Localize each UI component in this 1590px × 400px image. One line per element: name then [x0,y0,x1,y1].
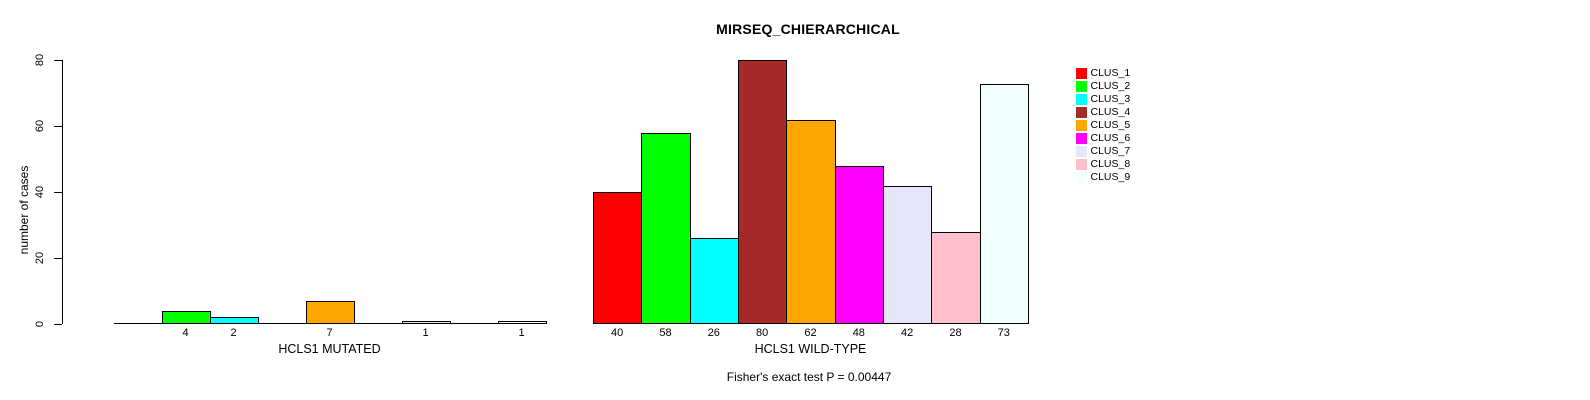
bar-clus-9-hcls1-mutated [497,320,547,324]
y-axis-label: number of cases [17,165,31,255]
y-tick-label: 60 [34,120,46,133]
bar-value-label: 62 [804,327,817,339]
bar-clus-3-hcls1-wild-type [689,238,739,324]
y-tick [54,59,62,61]
bar-value-label: 26 [707,327,720,339]
legend-swatch-clus-7 [1075,145,1087,157]
legend-item-clus-9: CLUS_9 [1075,171,1131,184]
legend-label: CLUS_4 [1090,106,1131,118]
y-tick-label: 40 [34,186,46,199]
y-tick [54,191,62,193]
zero-bar-line-clus-1-hcls1-mutated [113,323,163,324]
bar-clus-2-hcls1-mutated [161,310,211,324]
bar-clus-5-hcls1-wild-type [786,119,836,324]
y-tick-label: 80 [34,54,46,67]
bar-clus-5-hcls1-mutated [305,300,355,324]
legend-label: CLUS_2 [1090,80,1131,92]
bar-clus-7-hcls1-mutated [401,320,451,324]
legend-swatch-clus-9 [1075,171,1087,183]
bar-value-label: 40 [611,327,624,339]
legend-label: CLUS_8 [1090,158,1131,170]
group-label-hcls1-mutated: HCLS1 MUTATED [278,342,381,356]
bar-clus-1-hcls1-wild-type [593,192,643,324]
legend-swatch-clus-5 [1075,119,1087,131]
legend-item-clus-8: CLUS_8 [1075,158,1131,171]
bar-value-label: 42 [901,327,914,339]
bar-clus-9-hcls1-wild-type [979,83,1029,324]
bar-value-label: 58 [659,327,672,339]
zero-bar-line-clus-4-hcls1-mutated [257,323,307,324]
y-tick [54,323,62,325]
legend-item-clus-5: CLUS_5 [1075,119,1131,132]
bar-clus-7-hcls1-wild-type [882,185,933,324]
bar-value-label: 28 [949,327,962,339]
legend-item-clus-3: CLUS_3 [1075,93,1131,106]
legend-swatch-clus-6 [1075,132,1087,144]
legend-label: CLUS_5 [1090,119,1131,131]
legend-item-clus-1: CLUS_1 [1075,67,1131,80]
annotation-text: Fisher's exact test P = 0.00447 [726,370,892,384]
bar-clus-8-hcls1-wild-type [931,231,981,324]
bar-value-label: 1 [422,327,429,339]
y-tick [54,125,62,127]
legend-item-clus-2: CLUS_2 [1075,80,1131,93]
legend-swatch-clus-3 [1075,93,1087,105]
bar-clus-6-hcls1-wild-type [834,165,884,324]
bar-value-label: 4 [182,327,189,339]
bar-clus-2-hcls1-wild-type [641,132,691,324]
zero-bar-line-clus-8-hcls1-mutated [449,323,499,324]
legend-label: CLUS_3 [1090,93,1131,105]
legend-swatch-clus-8 [1075,158,1087,170]
bar-value-label: 1 [518,327,525,339]
bar-value-label: 73 [997,327,1010,339]
y-tick-label: 20 [34,251,46,265]
y-tick [54,257,62,259]
legend-label: CLUS_9 [1090,171,1131,183]
legend-swatch-clus-4 [1075,106,1087,118]
bar-value-label: 80 [756,327,769,339]
y-axis-line [62,60,63,324]
legend-swatch-clus-2 [1075,80,1087,92]
y-tick-label: 0 [34,320,46,328]
legend-item-clus-6: CLUS_6 [1075,132,1131,145]
legend-swatch-clus-1 [1075,67,1087,79]
group-label-hcls1-wild-type: HCLS1 WILD-TYPE [754,342,867,356]
zero-bar-line-clus-6-hcls1-mutated [353,323,403,324]
legend-item-clus-7: CLUS_7 [1075,145,1131,158]
legend-label: CLUS_7 [1090,145,1131,157]
legend-label: CLUS_1 [1090,67,1131,79]
bar-clus-3-hcls1-mutated [209,317,259,324]
bar-clus-4-hcls1-wild-type [737,60,788,324]
legend-item-clus-4: CLUS_4 [1075,106,1131,119]
chart-title: MIRSEQ_CHIERARCHICAL [716,21,900,37]
bar-value-label: 2 [230,327,237,339]
legend-label: CLUS_6 [1090,132,1131,144]
bar-value-label: 48 [852,327,865,339]
bar-value-label: 7 [326,327,333,339]
